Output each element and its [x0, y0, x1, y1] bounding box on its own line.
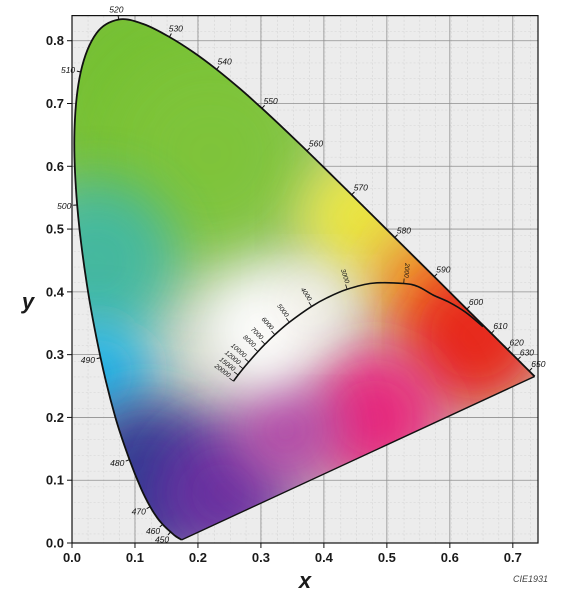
wavelength-label: 570: [354, 183, 368, 193]
cct-tick: [345, 284, 348, 290]
wavelength-label: 510: [61, 65, 75, 75]
wavelength-label: 480: [110, 458, 124, 468]
wavelength-label: 500: [57, 201, 71, 211]
cct-tick: [238, 365, 244, 370]
cct-tick: [285, 318, 290, 323]
y-tick-label: 0.8: [46, 33, 64, 48]
cct-label: 2000: [402, 262, 410, 278]
y-tick-label: 0.3: [46, 347, 64, 362]
wavelength-tick: [76, 70, 81, 73]
cct-tick: [308, 302, 312, 307]
spectral-locus: [73, 18, 536, 541]
wavelength-label: 450: [155, 534, 169, 544]
wavelength-label: 620: [510, 337, 524, 347]
wavelength-label: 630: [520, 348, 534, 358]
cct-tick: [229, 377, 234, 382]
x-tick-label: 0.2: [189, 550, 207, 565]
y-tick-label: 0.6: [46, 159, 64, 174]
cct-tick: [271, 330, 276, 335]
wavelength-tick: [168, 33, 172, 38]
wavelength-tick: [125, 459, 130, 462]
cct-tick: [253, 347, 259, 352]
x-tick-label: 0.3: [252, 550, 270, 565]
wavelength-tick: [507, 346, 511, 350]
wavelength-tick: [167, 531, 171, 536]
wavelength-label: 580: [397, 225, 411, 235]
wavelength-label: 530: [169, 23, 183, 33]
plot-frame: [71, 15, 539, 544]
x-tick-label: 0.1: [126, 550, 144, 565]
y-tick-label: 0.1: [46, 473, 64, 488]
planckian-locus: [232, 281, 484, 382]
wavelength-label: 560: [309, 139, 323, 149]
x-axis-ticks: 0.0 0.1 0.2 0.3 0.4 0.5 0.6 0.7: [63, 543, 522, 565]
cct-label: 3000: [339, 268, 350, 284]
x-tick-label: 0.5: [378, 550, 396, 565]
y-axis-ticks: 0.0 0.1 0.2 0.3 0.4 0.5 0.6 0.7 0.8: [46, 33, 72, 551]
wavelength-label: 610: [493, 321, 507, 331]
wavelength-tick: [96, 357, 101, 360]
wavelength-label: 460: [146, 526, 160, 536]
wavelength-tick: [306, 147, 311, 152]
y-tick-label: 0.0: [46, 536, 64, 551]
x-tick-label: 0.0: [63, 550, 81, 565]
y-tick-label: 0.4: [46, 284, 65, 299]
y-tick-label: 0.2: [46, 410, 64, 425]
wavelength-tick: [146, 506, 151, 510]
y-tick-label: 0.5: [46, 222, 64, 237]
wavelength-tick: [261, 105, 265, 109]
wavelength-tick: [216, 65, 220, 70]
x-tick-label: 0.6: [441, 550, 459, 565]
wavelength-label: 590: [436, 265, 450, 275]
wavelength-label: 470: [132, 507, 146, 517]
cct-tick: [244, 358, 249, 363]
x-axis-label: x: [298, 568, 312, 593]
x-tick-label: 0.7: [504, 550, 522, 565]
y-axis-label: y: [21, 289, 36, 314]
wavelength-label: 520: [109, 5, 123, 15]
line-of-purples: [181, 375, 535, 541]
wavelength-label: 600: [469, 297, 483, 307]
wavelength-tick: [490, 330, 495, 334]
y-tick-label: 0.7: [46, 96, 64, 111]
wavelength-tick: [351, 191, 355, 196]
wavelength-tick: [117, 15, 120, 20]
wavelength-tick: [466, 305, 471, 310]
wavelength-tick: [433, 273, 438, 278]
wavelength-label: 540: [218, 57, 232, 67]
wavelength-tick: [394, 234, 398, 238]
credit-label: CIE1931: [513, 574, 548, 584]
wavelength-tick: [517, 356, 521, 361]
wavelength-tick: [159, 523, 164, 528]
wavelength-tick: [528, 367, 533, 372]
wavelength-label: 550: [264, 96, 278, 106]
wavelength-label: 490: [81, 355, 95, 365]
x-tick-label: 0.4: [315, 550, 334, 565]
cct-tick: [261, 340, 266, 345]
cct-tick: [233, 371, 239, 376]
